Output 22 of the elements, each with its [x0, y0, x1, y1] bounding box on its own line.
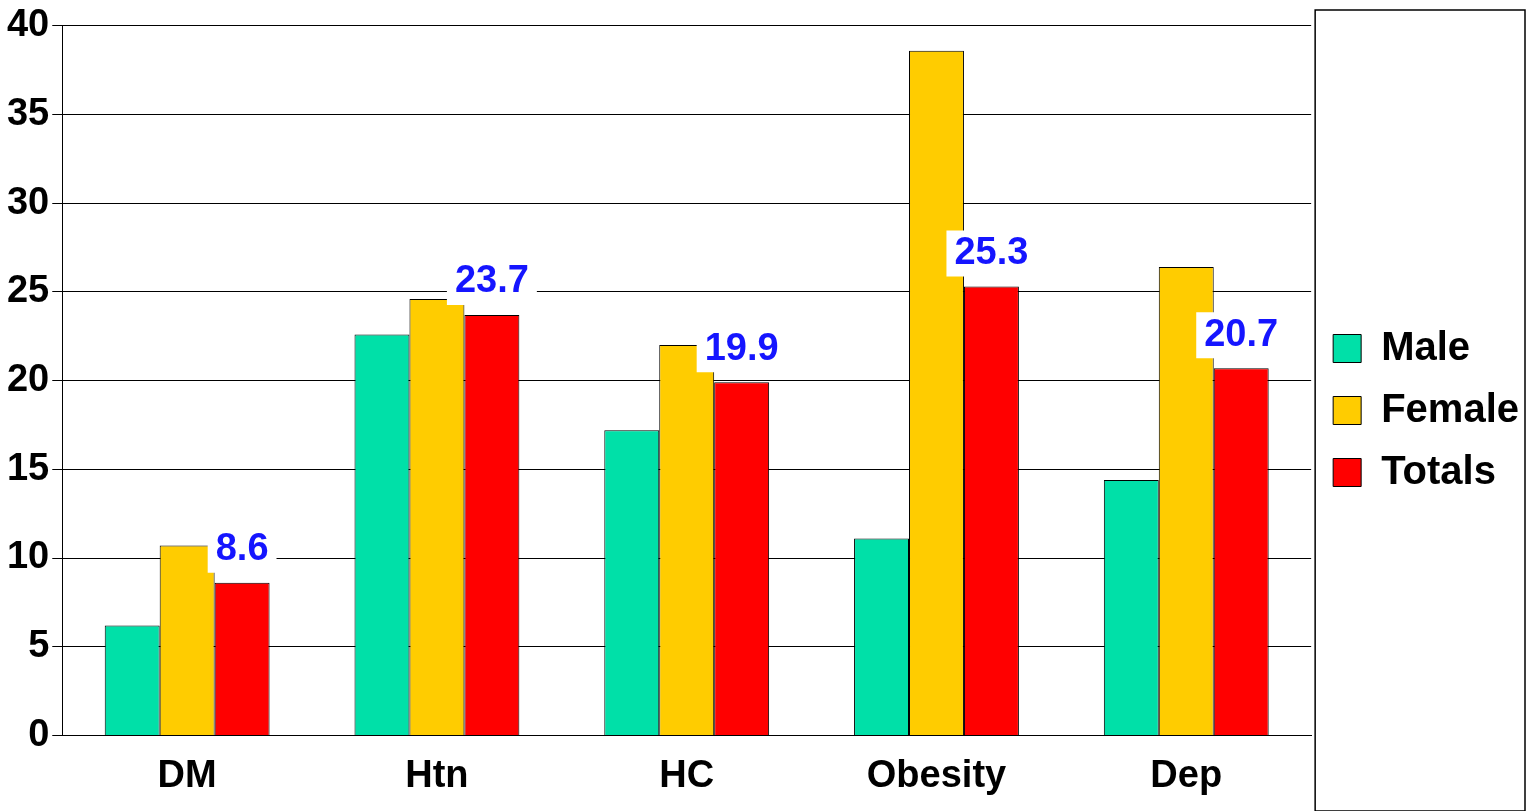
y-tick-label: 5	[28, 623, 50, 666]
data-label: 8.6	[215, 526, 269, 569]
x-tick-label: DM	[157, 752, 217, 795]
y-tick-label: 40	[6, 2, 50, 45]
y-tick-label: 25	[6, 268, 50, 311]
y-tick-label: 35	[6, 90, 50, 133]
x-tick-label: Dep	[1150, 752, 1223, 795]
x-tick-label: Obesity	[866, 752, 1007, 795]
data-label: 25.3	[954, 230, 1029, 273]
legend-label: Totals	[1381, 447, 1496, 492]
data-label: 20.7	[1204, 311, 1279, 354]
data-label: 23.7	[454, 258, 529, 301]
data-label: 19.9	[704, 325, 779, 368]
y-tick-label: 15	[6, 445, 50, 488]
legend-label: Male	[1381, 323, 1471, 368]
y-tick-label: 30	[6, 179, 50, 222]
y-tick-label: 0	[28, 711, 50, 754]
legend-label: Female	[1381, 385, 1520, 430]
x-tick-label: Htn	[405, 752, 469, 795]
y-tick-label: 10	[6, 534, 50, 577]
x-tick-label: HC	[659, 752, 715, 795]
y-tick-label: 20	[6, 357, 50, 400]
